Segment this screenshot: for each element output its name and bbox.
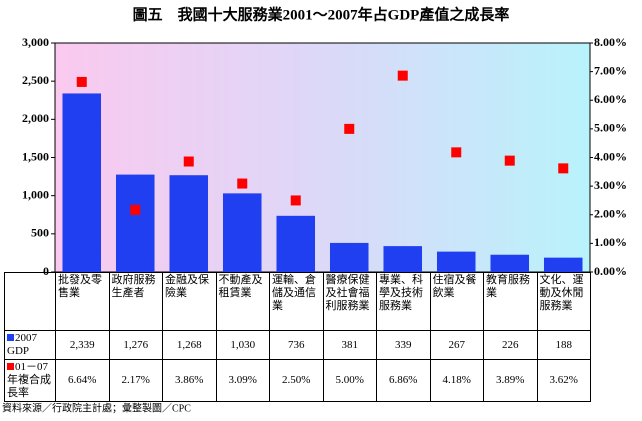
bar bbox=[276, 215, 316, 272]
bar bbox=[222, 193, 262, 272]
value-label: 188 bbox=[536, 330, 591, 360]
legend-label: 01－07年複合成長率 bbox=[7, 361, 51, 399]
marker bbox=[76, 76, 87, 87]
value-label: 226 bbox=[483, 330, 538, 360]
category-row: 批發及零售業 政府服務生產者 金融及保險業 不動產及租賃業 運輸、倉儲及通信業 醫療保健及… bbox=[4, 272, 591, 331]
marker bbox=[290, 195, 301, 206]
category-label: 醫療保健及社會福利服務業 bbox=[322, 272, 377, 331]
y2-tick-label: 8.00% bbox=[594, 35, 627, 49]
marker bbox=[558, 163, 569, 174]
value-label: 1,268 bbox=[162, 330, 217, 360]
value-label: 3.62% bbox=[536, 359, 591, 402]
y2-tick-label: 1.00% bbox=[594, 235, 627, 249]
marker bbox=[504, 155, 515, 166]
marker bbox=[344, 123, 355, 134]
category-label: 運輸、倉儲及通信業 bbox=[269, 272, 324, 331]
marker bbox=[237, 178, 248, 189]
value-label: 3.89% bbox=[483, 359, 538, 402]
series-row: 01－07年複合成長率 6.64% 2.17% 3.86% 3.09% 2.50% 5.00… bbox=[4, 359, 591, 402]
category-label: 政府服務生產者 bbox=[108, 272, 163, 331]
value-label: 2.17% bbox=[108, 359, 163, 402]
category-label: 專業、科學及技術服務業 bbox=[376, 272, 431, 331]
value-label: 6.86% bbox=[376, 359, 431, 402]
value-label: 3.86% bbox=[162, 359, 217, 402]
source: 資料來源／行政院主計處；彙整製圖／CPC bbox=[2, 401, 191, 414]
y-tick-label: 3,000 bbox=[22, 35, 49, 49]
legend-cell: 01－07年複合成長率 bbox=[4, 359, 56, 402]
category-label: 金融及保險業 bbox=[162, 272, 217, 331]
y2-tick-label: 2.00% bbox=[594, 207, 627, 221]
y-tick-label: 0 bbox=[43, 264, 49, 278]
y2-tick-label: 5.00% bbox=[594, 121, 627, 135]
value-label: 1,276 bbox=[108, 330, 163, 360]
legend-swatch bbox=[7, 363, 14, 370]
chart-title: 圖五 我國十大服務業2001～2007年占GDP產值之成長率 bbox=[133, 5, 510, 23]
value-label: 2.50% bbox=[269, 359, 324, 402]
bar bbox=[490, 254, 530, 272]
legend-cell: 2007 GDP bbox=[4, 330, 56, 360]
value-label: 1,030 bbox=[215, 330, 270, 360]
y-tick-label: 1,000 bbox=[22, 187, 49, 201]
category-label: 教育服務業 bbox=[483, 272, 538, 331]
y2-tick-label: 3.00% bbox=[594, 178, 627, 192]
bar bbox=[543, 257, 583, 272]
category-label: 批發及零售業 bbox=[55, 272, 110, 331]
value-label: 6.64% bbox=[55, 359, 110, 402]
y-tick-label: 1,500 bbox=[22, 149, 49, 163]
y-tick-label: 2,500 bbox=[22, 73, 49, 87]
category-label: 文化、運動及休閒服務業 bbox=[536, 272, 591, 331]
y2-tick-label: 6.00% bbox=[594, 92, 627, 106]
value-label: 2,339 bbox=[55, 330, 110, 360]
bar bbox=[115, 174, 155, 272]
data-table: 批發及零售業 政府服務生產者 金融及保險業 不動產及租賃業 運輸、倉儲及通信業 醫療保健及… bbox=[4, 272, 591, 402]
bar bbox=[436, 251, 476, 272]
series-row: 2007 GDP 2,339 1,276 1,268 1,030 736 381 339 267… bbox=[4, 330, 591, 360]
y2-tick-label: 7.00% bbox=[594, 63, 627, 77]
bar bbox=[62, 93, 102, 273]
value-label: 381 bbox=[322, 330, 377, 360]
y-tick-label: 2,000 bbox=[22, 111, 49, 125]
bar bbox=[383, 246, 423, 272]
legend-label: 2007 GDP bbox=[7, 332, 37, 357]
y2-tick-label: 4.00% bbox=[594, 149, 627, 163]
value-label: 339 bbox=[376, 330, 431, 360]
value-label: 5.00% bbox=[322, 359, 377, 402]
marker bbox=[397, 70, 408, 81]
marker bbox=[130, 204, 141, 215]
y-tick-label: 500 bbox=[31, 226, 49, 240]
bar bbox=[329, 242, 369, 272]
category-label: 住宿及餐飲業 bbox=[429, 272, 484, 331]
y2-tick-label: 0.00% bbox=[594, 264, 627, 278]
marker bbox=[451, 147, 462, 158]
category-label: 不動產及租賃業 bbox=[215, 272, 270, 331]
corner-cell bbox=[4, 272, 56, 331]
value-label: 267 bbox=[429, 330, 484, 360]
value-label: 3.09% bbox=[215, 359, 270, 402]
legend-swatch bbox=[7, 334, 14, 341]
marker bbox=[183, 156, 194, 167]
value-label: 4.18% bbox=[429, 359, 484, 402]
value-label: 736 bbox=[269, 330, 324, 360]
bar bbox=[169, 175, 209, 272]
